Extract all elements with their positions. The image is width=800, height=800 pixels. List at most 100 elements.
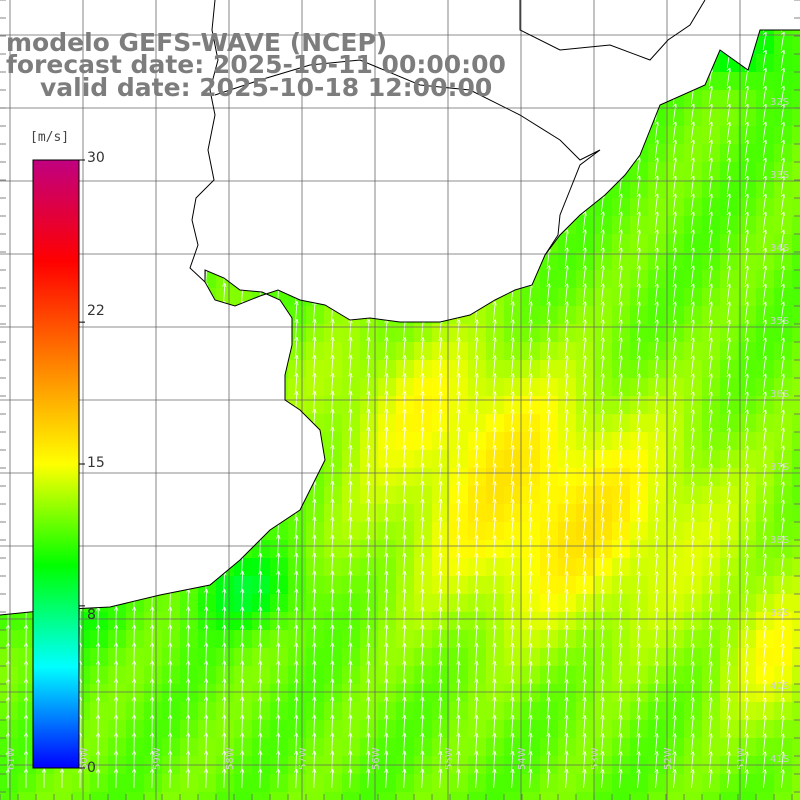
wind-cell	[450, 702, 469, 721]
wind-arrow	[456, 517, 461, 537]
wind-arrow	[744, 733, 749, 753]
wind-arrow	[564, 481, 569, 501]
wind-arrow	[167, 624, 173, 645]
wind-cell	[792, 324, 800, 343]
wind-cell	[270, 774, 289, 793]
wind-arrow	[131, 714, 137, 735]
colorbar	[32, 159, 80, 769]
wind-cell	[702, 450, 721, 469]
wind-cell	[126, 666, 145, 685]
wind-cell	[486, 360, 505, 379]
wind-arrow	[167, 660, 173, 681]
wind-cell	[576, 792, 595, 800]
wind-arrow	[762, 157, 767, 177]
wind-cell	[738, 702, 757, 721]
wind-arrow	[113, 732, 119, 753]
wind-arrow	[240, 606, 245, 627]
wind-arrow	[672, 391, 677, 411]
wind-arrow	[744, 679, 749, 699]
wind-cell	[18, 774, 37, 793]
wind-cell	[630, 630, 649, 649]
wind-arrow	[402, 391, 407, 411]
wind-arrow	[600, 535, 605, 555]
wind-cell	[774, 594, 793, 613]
wind-cell	[594, 270, 613, 289]
wind-arrow	[402, 624, 407, 645]
wind-arrow	[510, 319, 515, 339]
wind-arrow	[438, 517, 443, 537]
wind-cell	[738, 504, 757, 523]
wind-cell	[90, 720, 109, 739]
wind-cell	[666, 630, 685, 649]
wind-arrow	[474, 319, 479, 339]
wind-arrow	[762, 679, 767, 699]
wind-arrow	[546, 265, 551, 285]
wind-arrow	[672, 733, 677, 753]
wind-cell	[774, 180, 793, 199]
wind-arrow	[546, 337, 551, 357]
wind-arrow	[5, 660, 11, 681]
wind-cell	[360, 486, 379, 505]
wind-cell	[414, 576, 433, 595]
wind-cell	[738, 486, 757, 505]
wind-arrow	[636, 391, 641, 411]
wind-cell	[666, 576, 685, 595]
wind-cell	[720, 558, 739, 577]
wind-arrow	[131, 768, 137, 789]
wind-cell	[738, 396, 757, 415]
wind-arrow	[744, 85, 749, 105]
wind-arrow	[762, 355, 767, 375]
wind-cell	[576, 216, 595, 235]
wind-cell	[378, 594, 397, 613]
wind-arrow	[564, 319, 569, 339]
wind-arrow	[294, 588, 299, 609]
wind-arrow	[780, 265, 785, 285]
wind-arrow	[636, 607, 641, 627]
wind-cell	[90, 666, 109, 685]
wind-cell	[774, 738, 793, 757]
wind-arrow	[366, 732, 371, 753]
wind-cell	[90, 738, 109, 757]
wind-cell	[558, 522, 577, 541]
wind-cell	[432, 576, 451, 595]
wind-arrow	[348, 732, 353, 753]
wind-arrow	[384, 373, 389, 393]
wind-arrow	[384, 660, 389, 681]
wind-cell	[270, 594, 289, 613]
wind-arrow	[420, 714, 425, 735]
wind-cell	[468, 522, 487, 541]
wind-cell	[666, 396, 685, 415]
wind-cell	[324, 324, 343, 343]
wind-cell	[774, 792, 793, 800]
wind-arrow	[402, 678, 407, 699]
wind-arrow	[510, 733, 515, 753]
wind-cell	[558, 432, 577, 451]
wind-arrow	[330, 606, 335, 627]
wind-cell	[738, 108, 757, 127]
wind-arrow	[330, 498, 335, 519]
wind-arrow	[546, 679, 551, 699]
wind-cell	[612, 270, 631, 289]
wind-cell	[468, 396, 487, 415]
wind-cell	[684, 234, 703, 253]
wind-cell	[648, 306, 667, 325]
wind-cell	[666, 180, 685, 199]
lat-label: 33S	[770, 170, 789, 181]
wind-cell	[666, 648, 685, 667]
wind-arrow	[636, 481, 641, 501]
wind-arrow	[744, 625, 749, 645]
wind-cell	[666, 288, 685, 307]
wind-arrow	[420, 571, 425, 591]
wind-cell	[594, 216, 613, 235]
wind-arrow	[348, 768, 353, 789]
wind-arrow	[456, 732, 461, 753]
wind-arrow	[564, 373, 569, 393]
wind-cell	[630, 306, 649, 325]
wind-cell	[18, 684, 37, 703]
wind-cell	[360, 684, 379, 703]
wind-arrow	[258, 552, 263, 573]
wind-cell	[684, 360, 703, 379]
wind-arrow	[708, 427, 713, 447]
wind-cell	[432, 594, 451, 613]
wind-cell	[792, 144, 800, 163]
